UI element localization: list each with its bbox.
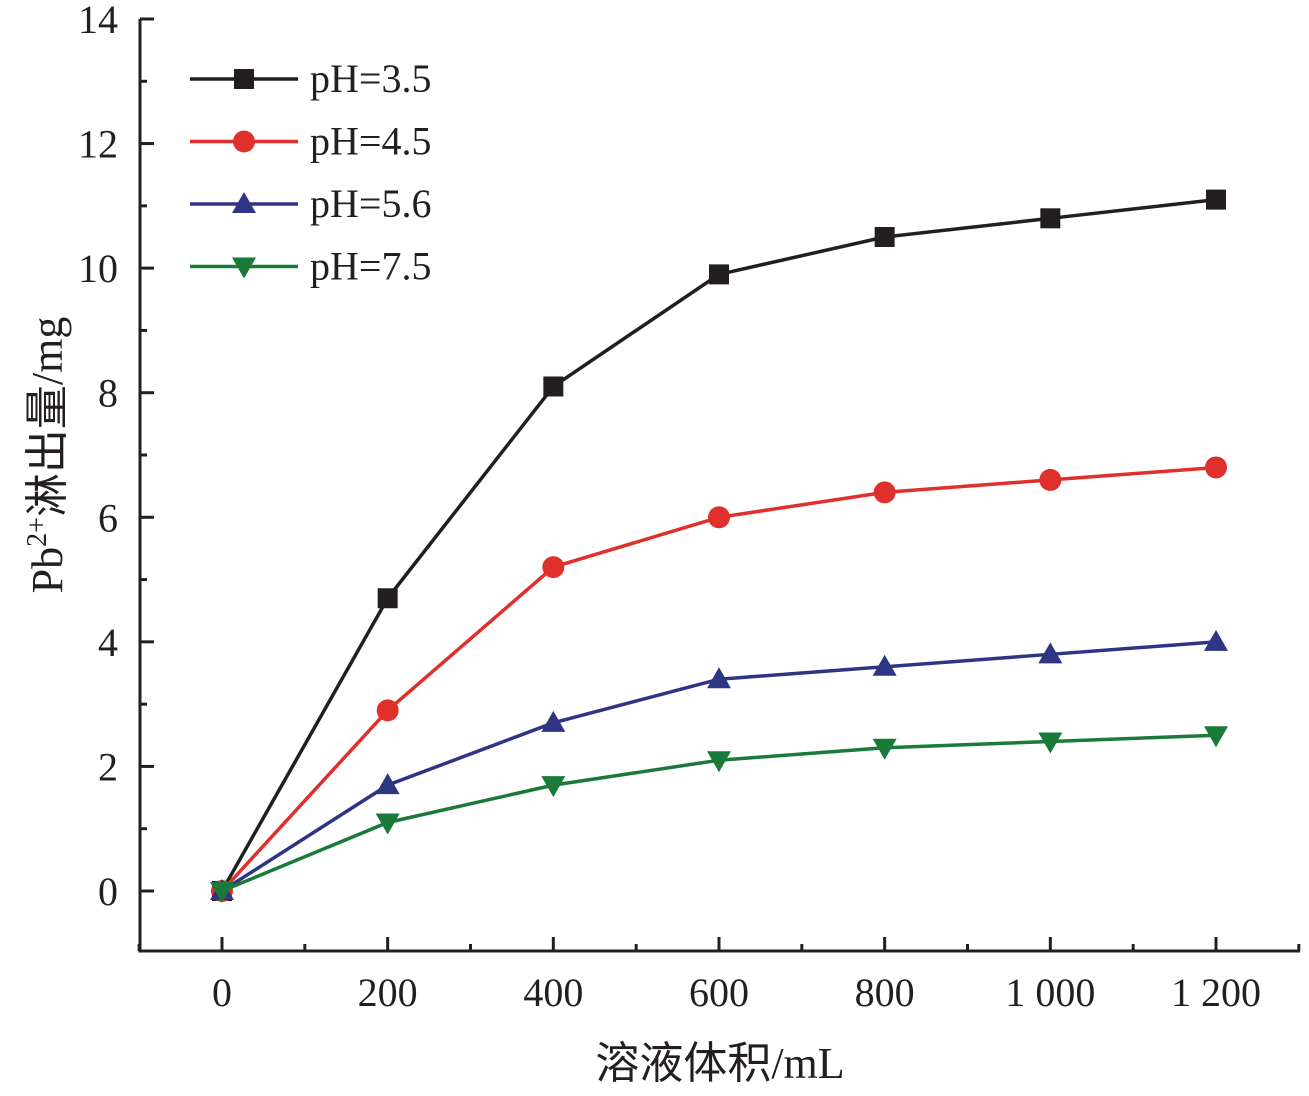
legend-label: pH=3.5	[310, 56, 431, 101]
series-pH-3-5: pH=3.5	[190, 56, 1226, 901]
y-tick-label: 6	[98, 495, 118, 540]
data-point	[873, 481, 896, 504]
y-tick-label: 12	[78, 122, 118, 167]
legend-marker	[233, 130, 255, 153]
legend-label: pH=7.5	[310, 244, 431, 289]
data-point	[376, 699, 399, 722]
data-point	[874, 227, 895, 247]
series-pH-7-5: pH=7.5	[190, 244, 1228, 903]
data-point	[1205, 456, 1227, 479]
series-pH-5-6: pH=5.6	[190, 181, 1228, 900]
x-tick-label: 200	[358, 970, 418, 1015]
series-pH-4-5: pH=4.5	[190, 119, 1227, 902]
data-point	[872, 738, 897, 760]
data-point	[541, 776, 566, 798]
data-point	[1204, 629, 1228, 651]
y-tick-label: 4	[98, 620, 118, 665]
data-point	[707, 667, 731, 689]
data-point	[541, 710, 566, 732]
data-point	[1206, 189, 1226, 210]
legend-label: pH=5.6	[310, 181, 431, 226]
x-axis-label: 溶液体积/mL	[595, 1039, 844, 1088]
legend-marker	[232, 257, 256, 279]
x-tick-label: 1 200	[1171, 970, 1261, 1015]
data-point	[1204, 726, 1228, 748]
data-point	[708, 506, 730, 529]
y-tick-label: 0	[98, 869, 118, 914]
legend-label: pH=4.5	[310, 119, 431, 164]
legend-marker	[234, 69, 254, 89]
y-tick-label: 10	[78, 246, 118, 291]
y-label-base: Pb	[23, 547, 72, 593]
legend-marker	[232, 192, 256, 213]
data-point	[375, 813, 400, 835]
y-tick-label: 14	[78, 0, 118, 42]
x-tick-label: 1 000	[1005, 970, 1095, 1015]
y-label-rest: 淋出量/mg	[23, 317, 72, 517]
data-point	[872, 654, 897, 676]
y-label-superscript: 2+	[22, 517, 53, 547]
series-line	[220, 197, 1217, 892]
y-tick-label: 8	[98, 371, 118, 416]
data-point	[377, 588, 398, 609]
data-point	[1038, 642, 1063, 664]
x-tick-label: 400	[523, 970, 583, 1015]
data-point	[1038, 732, 1063, 754]
data-point	[707, 751, 731, 773]
data-point	[709, 264, 729, 285]
data-point	[210, 882, 234, 903]
data-point	[375, 773, 400, 795]
x-tick-label: 0	[212, 970, 232, 1015]
x-tick-label: 600	[689, 970, 749, 1015]
x-tick-label: 800	[855, 970, 915, 1015]
data-point	[1040, 208, 1061, 229]
data-point	[542, 556, 565, 579]
y-axis-label: Pb2+淋出量/mg	[22, 317, 72, 594]
y-tick-label: 2	[98, 744, 118, 789]
data-point	[543, 376, 564, 397]
data-point	[1039, 468, 1062, 491]
